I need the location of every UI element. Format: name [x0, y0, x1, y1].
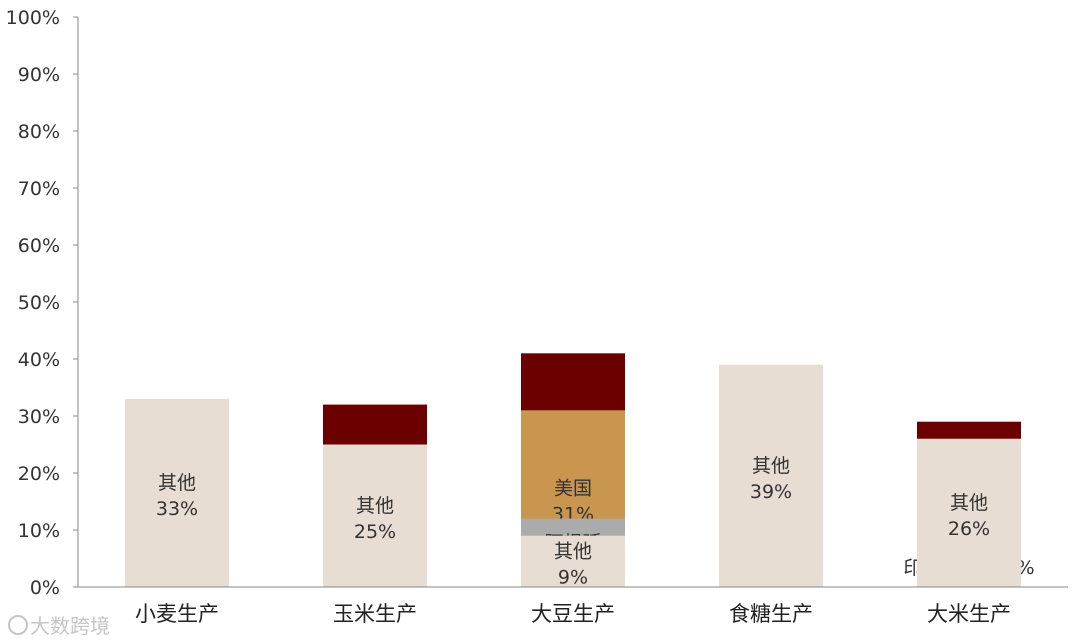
- y-tick-label: 50%: [18, 292, 60, 314]
- watermark-text: 大数跨境: [30, 614, 110, 638]
- segment-value-label: 33%: [156, 498, 198, 520]
- segment-value-label: 9%: [558, 566, 588, 588]
- segment-value-label: 26%: [948, 518, 990, 540]
- y-tick-label: 30%: [18, 406, 60, 428]
- bar-segment: [521, 535, 625, 587]
- y-tick-label: 0%: [30, 577, 60, 599]
- y-tick-label: 10%: [18, 520, 60, 542]
- y-axis: 0% 10% 20% 30% 40% 50% 60% 70% 80% 90% 100%: [6, 7, 79, 599]
- bar-segment: [719, 364, 823, 587]
- x-category-label: 食糖生产: [729, 602, 813, 626]
- y-tick-label: 70%: [18, 178, 60, 200]
- bar-segment: [917, 438, 1021, 587]
- y-tick-label: 100%: [6, 7, 60, 29]
- x-category-label: 大豆生产: [531, 602, 615, 626]
- y-tick-label: 20%: [18, 463, 60, 485]
- x-category-label: 小麦生产: [135, 602, 219, 626]
- bar-segment: [323, 444, 427, 587]
- bar-segment: [125, 398, 229, 587]
- y-tick-label: 60%: [18, 235, 60, 257]
- segment-label: 其他: [950, 492, 988, 514]
- segment-label: 其他: [356, 495, 394, 517]
- watermark-logo-icon: [8, 615, 28, 635]
- y-tick-label: 80%: [18, 121, 60, 143]
- x-axis: 小麦生产 玉米生产 大豆生产 食糖生产 大米生产: [78, 586, 1068, 626]
- y-tick-label: 40%: [18, 349, 60, 371]
- segment-label: 其他: [158, 472, 196, 494]
- segment-value-label: 39%: [750, 481, 792, 503]
- segment-label: 美国: [554, 478, 592, 500]
- segment-label: 其他: [554, 540, 592, 562]
- y-tick-label: 90%: [18, 64, 60, 86]
- bars: 欧盟18%中国18%印度14%俄罗斯11%美国 6%其他33%美国32%中国23…: [125, 353, 1035, 591]
- x-category-label: 大米生产: [927, 602, 1011, 626]
- segment-label: 其他: [752, 455, 790, 477]
- watermark: 大数跨境: [8, 610, 110, 639]
- x-category-label: 玉米生产: [333, 602, 417, 626]
- segment-value-label: 25%: [354, 521, 396, 543]
